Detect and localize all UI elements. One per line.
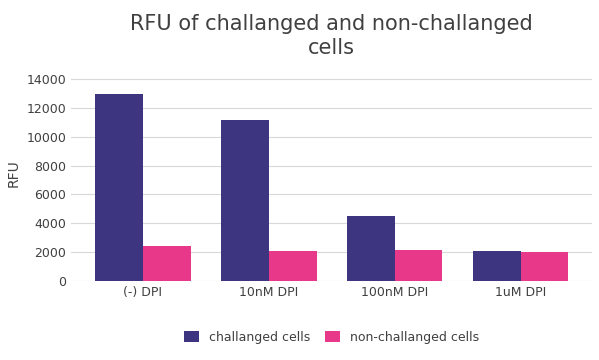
Title: RFU of challanged and non-challanged
cells: RFU of challanged and non-challanged cel…	[130, 14, 533, 58]
Y-axis label: RFU: RFU	[7, 159, 21, 187]
Legend: challanged cells, non-challanged cells: challanged cells, non-challanged cells	[179, 326, 485, 349]
Bar	[269, 251, 316, 281]
Bar	[347, 216, 395, 281]
Bar	[395, 250, 443, 281]
Bar	[95, 94, 143, 281]
Bar	[473, 251, 521, 281]
Bar	[521, 252, 568, 281]
Bar	[221, 120, 269, 281]
Bar	[143, 246, 190, 281]
